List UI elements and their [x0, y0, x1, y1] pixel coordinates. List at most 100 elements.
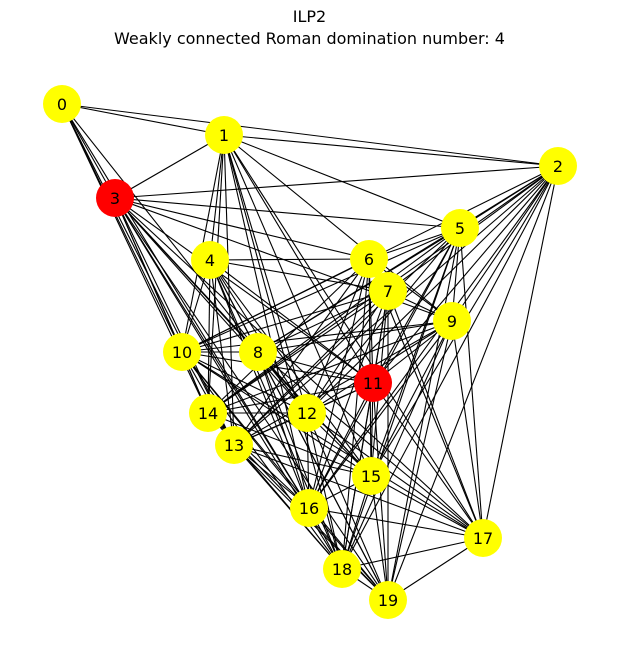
node-circle — [290, 489, 328, 527]
node-circle — [323, 550, 361, 588]
node-19: 19 — [369, 581, 407, 619]
node-label: 14 — [198, 404, 218, 423]
node-label: 6 — [364, 250, 374, 269]
edge-11-14 — [207, 382, 374, 414]
edge-9-18 — [341, 320, 453, 570]
edge-9-13 — [233, 320, 453, 446]
node-label: 7 — [383, 282, 393, 301]
edge-3-19 — [114, 197, 389, 601]
node-12: 12 — [288, 394, 326, 432]
edge-6-10 — [181, 258, 370, 353]
node-label: 18 — [332, 560, 352, 579]
figure-title-block: ILP2 Weakly connected Roman domination n… — [0, 6, 619, 50]
node-circle — [354, 364, 392, 402]
node-label: 4 — [205, 251, 215, 270]
edge-11-17 — [372, 382, 484, 539]
node-13: 13 — [215, 426, 253, 464]
node-circle — [191, 241, 229, 279]
node-7: 7 — [369, 272, 407, 310]
node-label: 0 — [57, 95, 67, 114]
edge-9-19 — [387, 320, 453, 601]
edge-7-14 — [207, 290, 389, 414]
edge-5-8 — [257, 227, 461, 353]
node-label: 1 — [219, 126, 229, 145]
edge-3-17 — [114, 197, 484, 539]
node-label: 15 — [361, 467, 381, 486]
node-10: 10 — [163, 333, 201, 371]
edge-8-17 — [257, 351, 484, 539]
edge-6-18 — [341, 258, 370, 570]
edge-12-19 — [306, 412, 389, 601]
node-18: 18 — [323, 550, 361, 588]
edge-0-1 — [61, 103, 225, 136]
edge-5-18 — [341, 227, 461, 570]
node-4: 4 — [191, 241, 229, 279]
edge-7-10 — [181, 290, 389, 353]
edge-9-17 — [451, 320, 484, 539]
edge-8-11 — [257, 351, 374, 384]
node-15: 15 — [352, 457, 390, 495]
edge-2-19 — [387, 165, 559, 601]
node-label: 2 — [553, 157, 563, 176]
edge-10-18 — [181, 351, 343, 570]
node-label: 5 — [455, 219, 465, 238]
node-label: 16 — [299, 499, 319, 518]
node-circle — [96, 179, 134, 217]
edge-6-13 — [233, 258, 370, 446]
edge-16-17 — [308, 507, 484, 539]
node-circle — [350, 240, 388, 278]
edge-5-13 — [233, 227, 461, 446]
edge-1-12 — [223, 134, 308, 414]
edge-7-13 — [233, 290, 389, 446]
node-9: 9 — [433, 302, 471, 340]
edge-10-17 — [181, 351, 484, 539]
edge-8-16 — [257, 351, 310, 509]
node-label: 10 — [172, 343, 192, 362]
edge-3-5 — [114, 197, 461, 229]
edge-2-17 — [482, 165, 559, 539]
edge-2-9 — [451, 165, 559, 322]
node-17: 17 — [464, 519, 502, 557]
node-label: 12 — [297, 404, 317, 423]
node-circle — [369, 272, 407, 310]
edge-11-16 — [308, 382, 374, 509]
edge-17-18 — [341, 537, 484, 570]
edge-0-2 — [61, 103, 559, 167]
node-label: 13 — [224, 436, 244, 455]
figure-subtitle: Weakly connected Roman domination number… — [114, 29, 505, 48]
edge-10-15 — [181, 351, 372, 477]
figure-title: ILP2 — [292, 7, 327, 26]
node-1: 1 — [205, 116, 243, 154]
edge-14-15 — [207, 412, 372, 477]
node-6: 6 — [350, 240, 388, 278]
node-14: 14 — [189, 394, 227, 432]
edge-15-19 — [370, 475, 389, 601]
node-16: 16 — [290, 489, 328, 527]
node-circle — [369, 581, 407, 619]
node-circle — [288, 394, 326, 432]
edge-1-9 — [223, 134, 453, 322]
node-label: 3 — [110, 189, 120, 208]
edge-4-6 — [209, 258, 370, 261]
node-circle — [205, 116, 243, 154]
edge-2-18 — [341, 165, 559, 570]
edge-2-3 — [114, 165, 559, 199]
edge-6-14 — [207, 258, 370, 414]
edge-1-3 — [114, 134, 225, 199]
edge-6-12 — [306, 258, 370, 414]
edge-0-16 — [61, 103, 310, 509]
node-circle — [215, 426, 253, 464]
edge-9-10 — [181, 320, 453, 353]
edge-3-6 — [114, 197, 370, 260]
node-8: 8 — [239, 333, 277, 371]
edge-9-14 — [207, 320, 453, 414]
edge-1-2 — [223, 134, 559, 167]
node-3: 3 — [96, 179, 134, 217]
edge-4-11 — [209, 259, 374, 384]
edge-3-16 — [114, 197, 310, 509]
node-circle — [433, 302, 471, 340]
edge-7-17 — [387, 290, 484, 539]
edge-2-12 — [306, 165, 559, 414]
